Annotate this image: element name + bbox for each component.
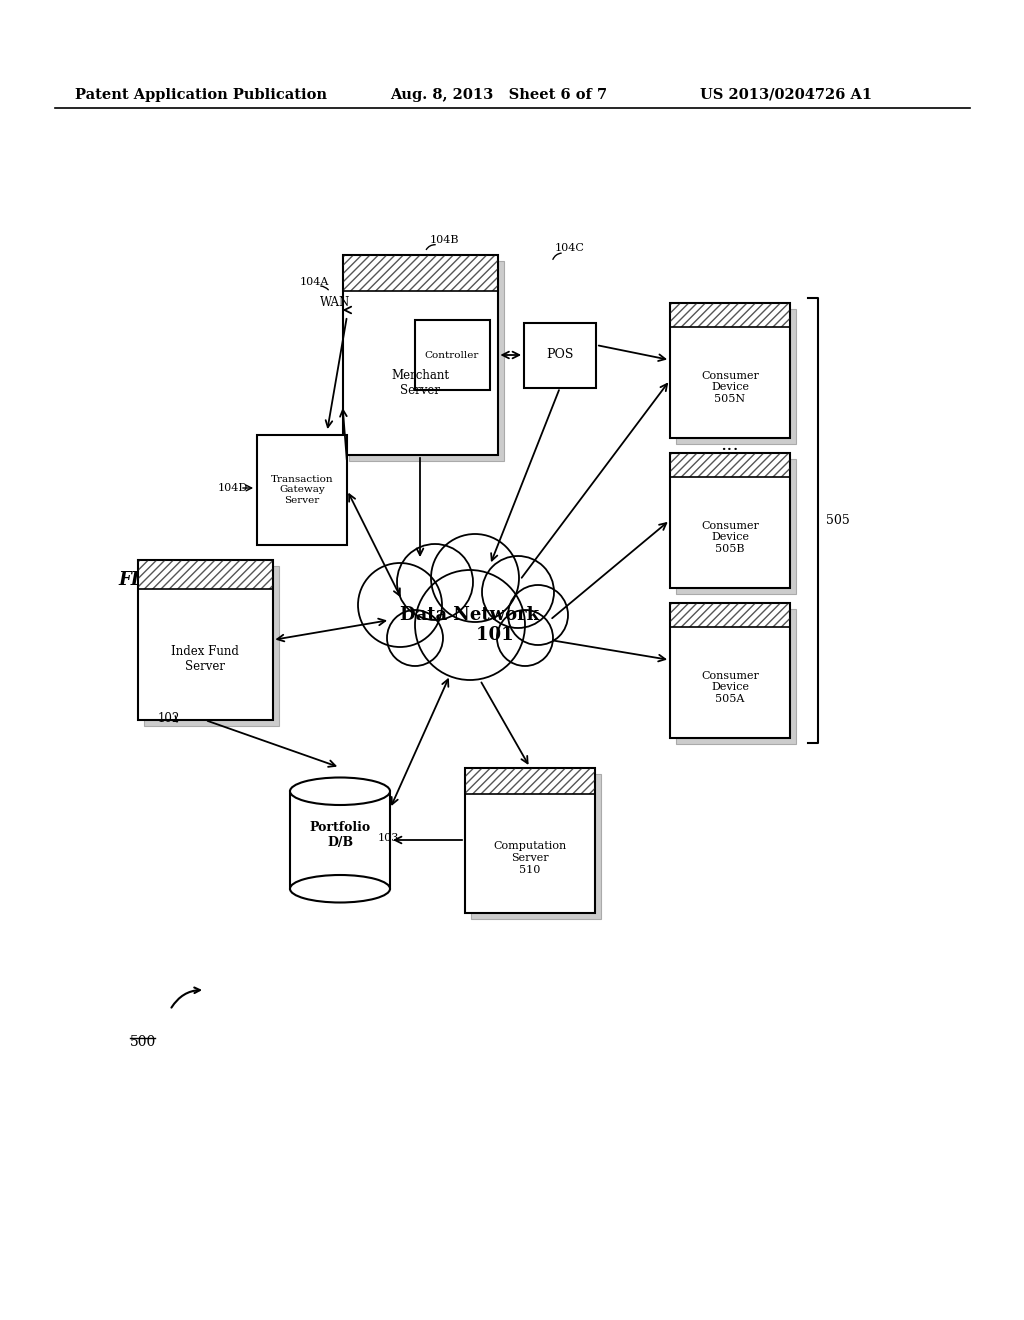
Text: 104C: 104C	[555, 243, 585, 253]
Text: 500: 500	[130, 1035, 157, 1049]
Text: ...: ...	[721, 436, 739, 454]
Circle shape	[497, 610, 553, 667]
Text: 103: 103	[378, 833, 399, 843]
Text: Consumer
Device
505A: Consumer Device 505A	[701, 671, 759, 704]
Ellipse shape	[290, 777, 390, 805]
FancyBboxPatch shape	[465, 767, 595, 912]
Text: Merchant
Server: Merchant Server	[391, 370, 449, 397]
Text: Patent Application Publication: Patent Application Publication	[75, 88, 327, 102]
Text: US 2013/0204726 A1: US 2013/0204726 A1	[700, 88, 872, 102]
Text: 104D: 104D	[218, 483, 248, 492]
Circle shape	[508, 585, 568, 645]
FancyBboxPatch shape	[676, 609, 796, 743]
FancyBboxPatch shape	[670, 602, 790, 738]
Text: 104B: 104B	[430, 235, 460, 246]
Circle shape	[415, 570, 525, 680]
Circle shape	[397, 544, 473, 620]
Text: Index Fund
Server: Index Fund Server	[171, 645, 239, 673]
FancyBboxPatch shape	[143, 566, 279, 726]
Ellipse shape	[290, 875, 390, 903]
Circle shape	[358, 564, 442, 647]
Text: 505: 505	[826, 513, 850, 527]
Text: 102: 102	[158, 711, 180, 725]
Circle shape	[431, 535, 519, 622]
FancyBboxPatch shape	[137, 560, 272, 719]
FancyBboxPatch shape	[670, 302, 790, 437]
FancyBboxPatch shape	[257, 436, 347, 545]
Text: Consumer
Device
505B: Consumer Device 505B	[701, 520, 759, 554]
Text: FIG. 5b: FIG. 5b	[118, 572, 191, 589]
Circle shape	[387, 610, 443, 667]
Circle shape	[482, 556, 554, 628]
Text: Computation
Server
510: Computation Server 510	[494, 841, 566, 875]
FancyBboxPatch shape	[676, 309, 796, 444]
FancyBboxPatch shape	[290, 791, 390, 888]
Text: Data Network
        101: Data Network 101	[400, 606, 540, 644]
Text: Consumer
Device
505N: Consumer Device 505N	[701, 371, 759, 404]
Text: Aug. 8, 2013   Sheet 6 of 7: Aug. 8, 2013 Sheet 6 of 7	[390, 88, 607, 102]
FancyBboxPatch shape	[524, 322, 596, 388]
FancyBboxPatch shape	[676, 458, 796, 594]
Text: Portfolio
D/B: Portfolio D/B	[309, 821, 371, 849]
Text: POS: POS	[547, 348, 573, 362]
FancyBboxPatch shape	[670, 453, 790, 587]
FancyBboxPatch shape	[348, 261, 504, 461]
FancyBboxPatch shape	[342, 255, 498, 455]
Text: Controller: Controller	[425, 351, 479, 359]
FancyBboxPatch shape	[471, 774, 601, 919]
Text: 104A: 104A	[300, 277, 330, 286]
FancyBboxPatch shape	[415, 319, 489, 389]
Text: Transaction
Gateway
Server: Transaction Gateway Server	[270, 475, 334, 504]
Text: WAN: WAN	[319, 297, 350, 309]
